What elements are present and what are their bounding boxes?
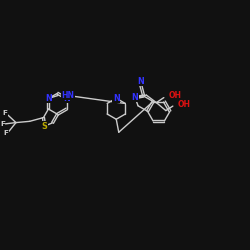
Text: N: N <box>63 94 70 103</box>
Text: S: S <box>42 122 48 130</box>
Text: OH: OH <box>168 91 181 100</box>
Text: OH: OH <box>177 100 190 108</box>
Text: F: F <box>0 121 5 127</box>
Text: N: N <box>113 94 120 103</box>
Text: F: F <box>2 110 7 116</box>
Text: N: N <box>132 93 138 102</box>
Text: N: N <box>137 77 144 86</box>
Text: F: F <box>4 130 8 136</box>
Text: HN: HN <box>62 91 75 100</box>
Text: N: N <box>45 94 52 103</box>
